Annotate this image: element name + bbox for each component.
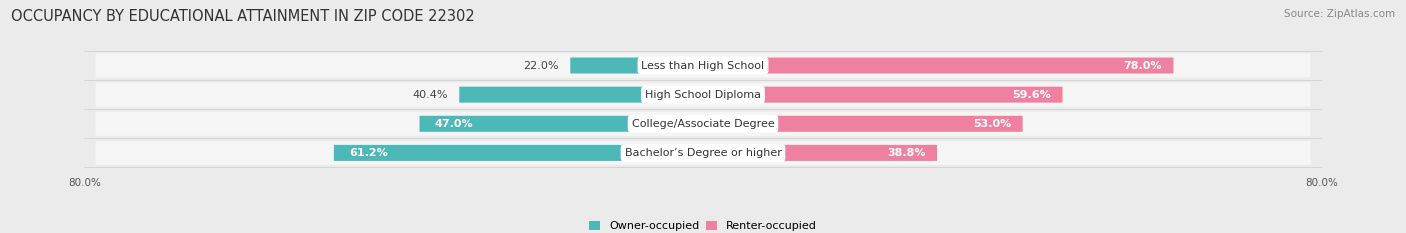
- Text: OCCUPANCY BY EDUCATIONAL ATTAINMENT IN ZIP CODE 22302: OCCUPANCY BY EDUCATIONAL ATTAINMENT IN Z…: [11, 9, 475, 24]
- Text: College/Associate Degree: College/Associate Degree: [631, 119, 775, 129]
- Text: 40.4%: 40.4%: [412, 90, 447, 100]
- FancyBboxPatch shape: [96, 112, 1310, 136]
- Text: 38.8%: 38.8%: [887, 148, 925, 158]
- FancyBboxPatch shape: [333, 145, 703, 161]
- FancyBboxPatch shape: [96, 141, 1310, 165]
- Text: Less than High School: Less than High School: [641, 61, 765, 71]
- Text: Bachelor’s Degree or higher: Bachelor’s Degree or higher: [624, 148, 782, 158]
- FancyBboxPatch shape: [460, 87, 703, 103]
- Text: 61.2%: 61.2%: [349, 148, 388, 158]
- Legend: Owner-occupied, Renter-occupied: Owner-occupied, Renter-occupied: [585, 217, 821, 233]
- FancyBboxPatch shape: [703, 116, 1022, 132]
- Text: High School Diploma: High School Diploma: [645, 90, 761, 100]
- FancyBboxPatch shape: [96, 53, 1310, 78]
- FancyBboxPatch shape: [703, 87, 1063, 103]
- Text: Source: ZipAtlas.com: Source: ZipAtlas.com: [1284, 9, 1395, 19]
- Text: 59.6%: 59.6%: [1012, 90, 1050, 100]
- Text: 78.0%: 78.0%: [1123, 61, 1161, 71]
- FancyBboxPatch shape: [703, 145, 936, 161]
- FancyBboxPatch shape: [571, 58, 703, 74]
- Text: 22.0%: 22.0%: [523, 61, 558, 71]
- Text: 47.0%: 47.0%: [434, 119, 474, 129]
- FancyBboxPatch shape: [703, 58, 1174, 74]
- FancyBboxPatch shape: [419, 116, 703, 132]
- Text: 53.0%: 53.0%: [973, 119, 1011, 129]
- FancyBboxPatch shape: [96, 82, 1310, 107]
